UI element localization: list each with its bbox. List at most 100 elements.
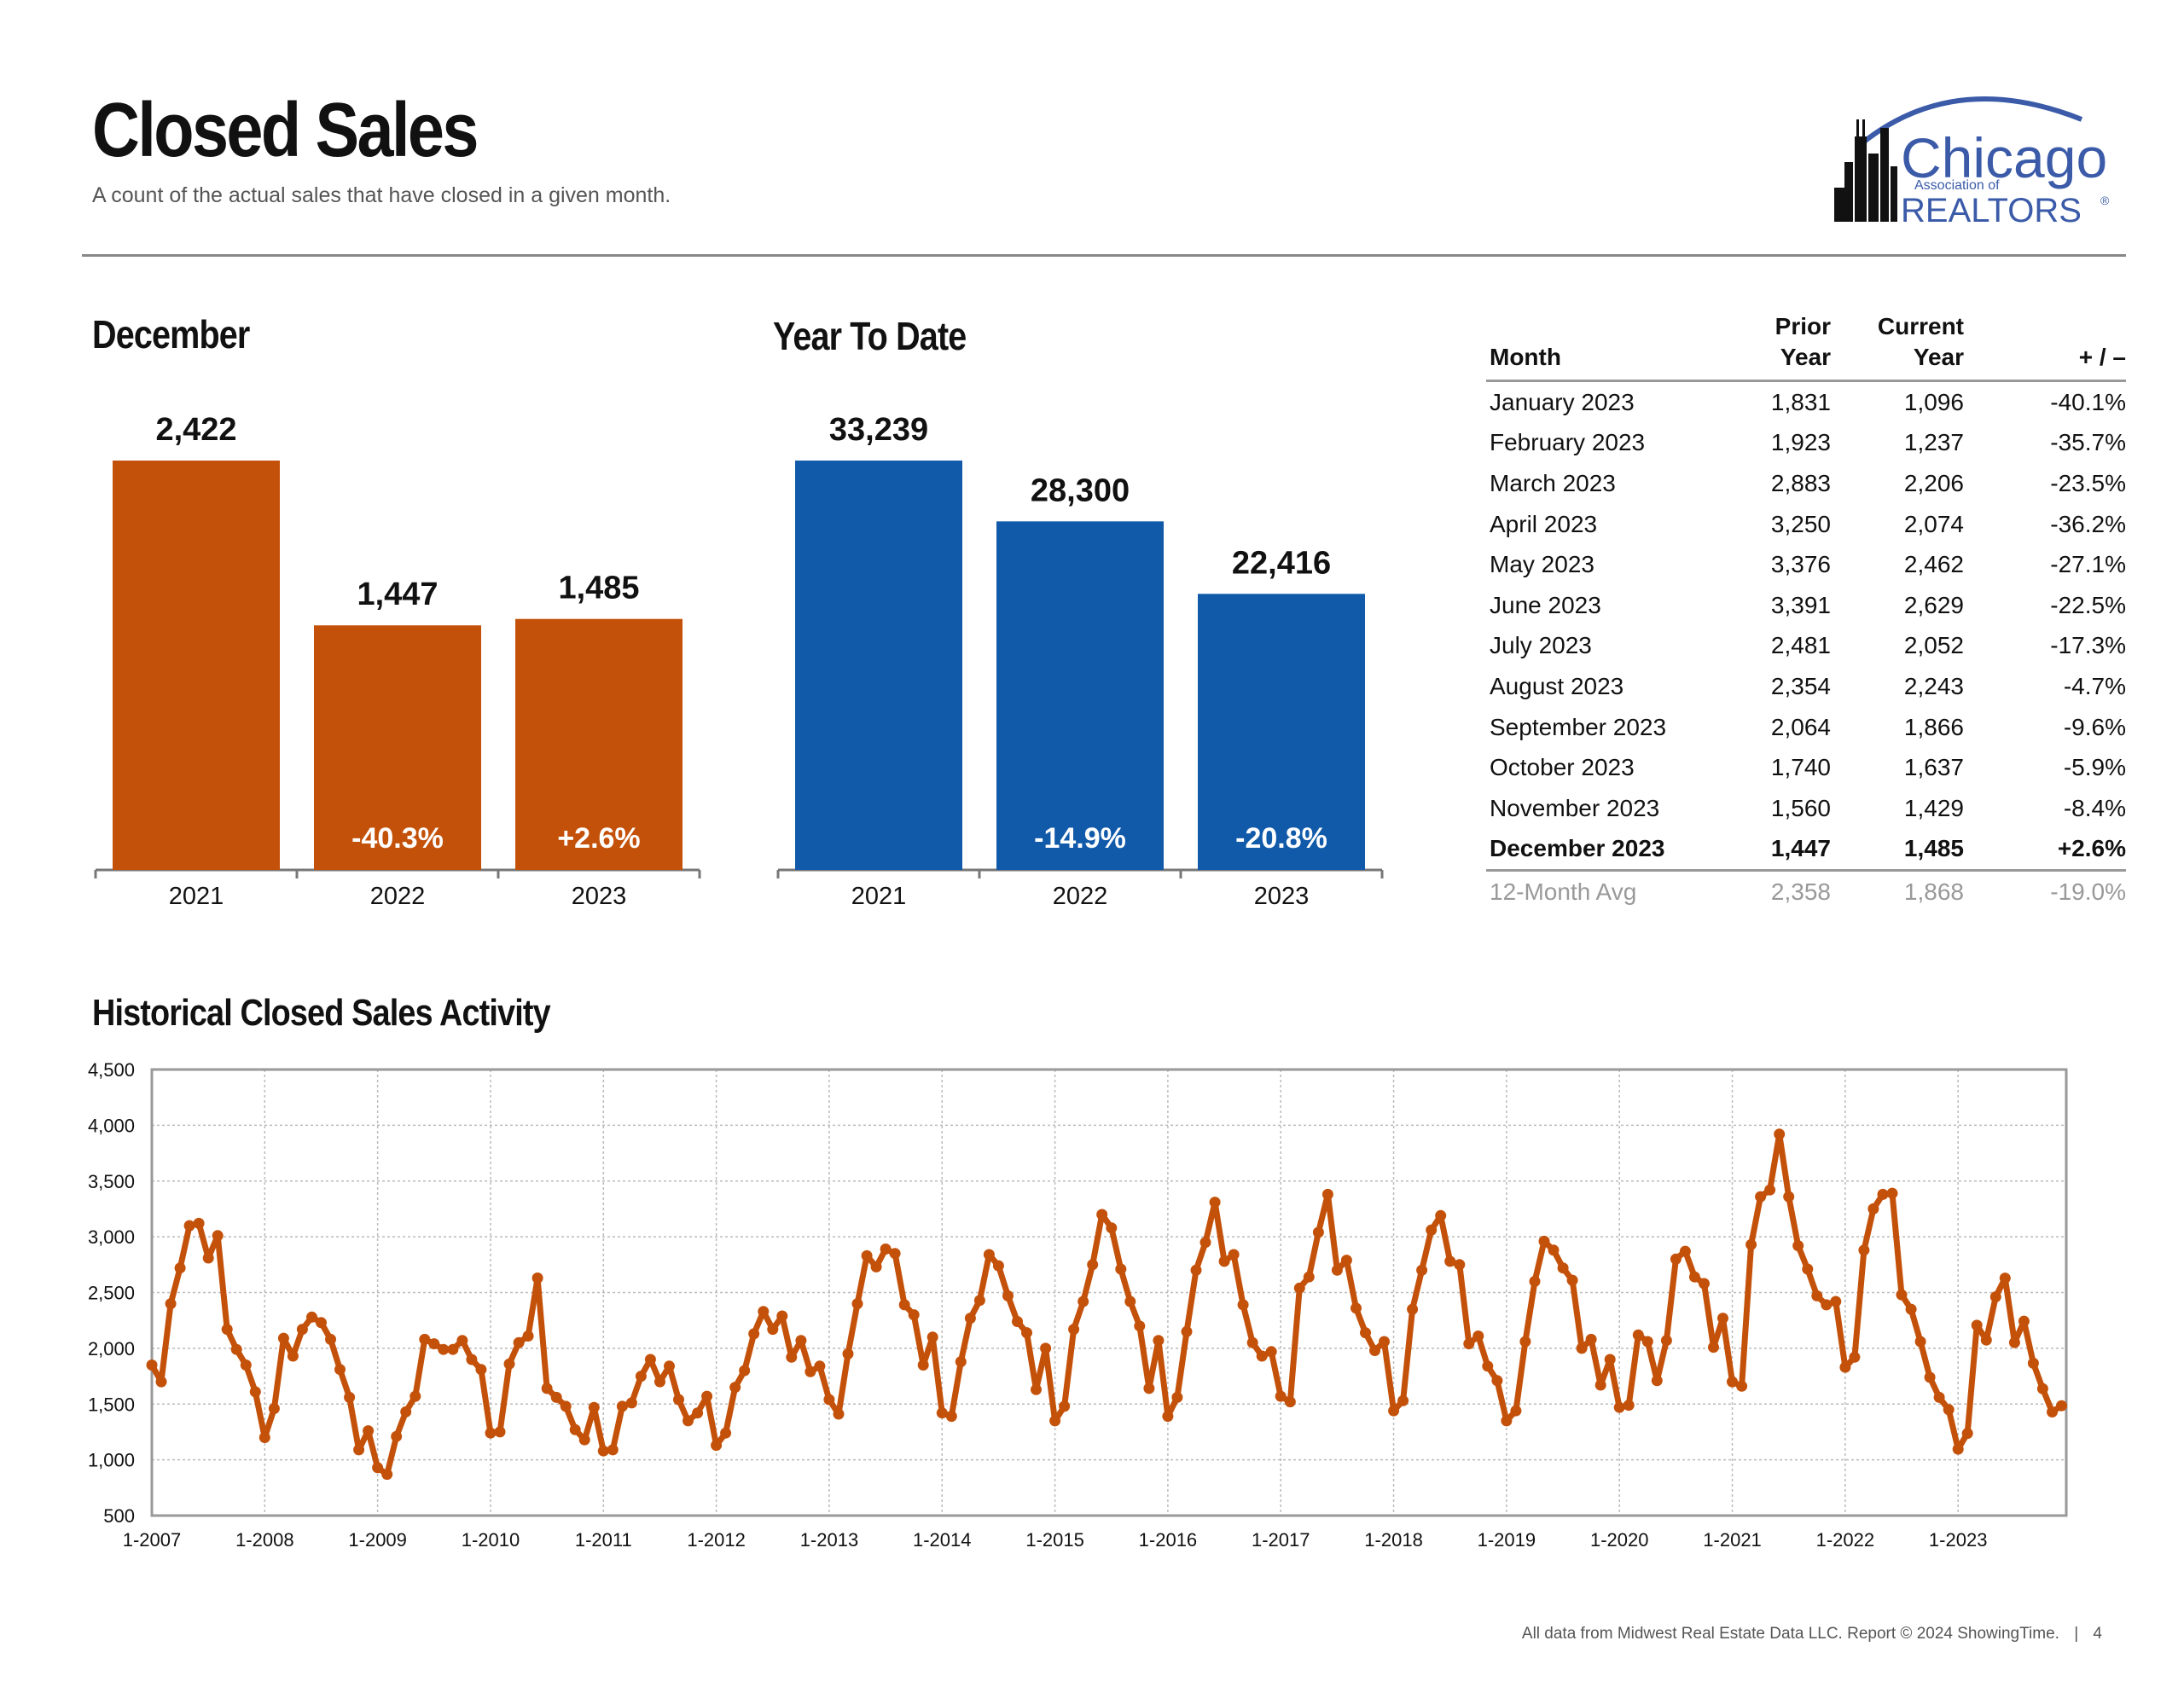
data-point [456, 1335, 468, 1347]
data-point [578, 1434, 590, 1446]
data-point [673, 1394, 684, 1406]
y-tick-label: 1,500 [88, 1394, 135, 1415]
data-point [1604, 1354, 1616, 1365]
data-point [1340, 1255, 1352, 1267]
bar [314, 625, 481, 870]
data-point [1407, 1303, 1419, 1315]
cell-month: 12-Month Avg [1490, 878, 1637, 905]
data-point [1745, 1238, 1757, 1250]
data-point [1980, 1334, 1992, 1346]
cell-change: +2.6% [1964, 828, 2126, 872]
data-point [1124, 1296, 1136, 1307]
data-point [880, 1244, 892, 1255]
cell-prior: 1,447 [1711, 828, 1831, 872]
table-row: March 2023 2,883 2,206 -23.5% [1486, 463, 2126, 504]
data-point [1463, 1338, 1475, 1350]
footer-separator: | [2074, 1625, 2079, 1643]
data-point [1914, 1336, 1926, 1348]
ytd-title: Year To Date [773, 314, 967, 358]
cell-prior: 3,391 [1770, 591, 1831, 618]
data-point [1115, 1263, 1127, 1275]
data-point [1031, 1383, 1042, 1395]
cell-change: -27.1% [2050, 551, 2126, 578]
cell-change: -23.5% [2050, 469, 2126, 496]
logo-line3: REALTORS [1901, 192, 2082, 229]
data-point [973, 1295, 985, 1307]
page-subtitle: A count of the actual sales that have cl… [92, 183, 671, 207]
table-header-row: Month Prior Year Current Year + / – [1486, 311, 2126, 381]
data-point [597, 1445, 609, 1457]
footer-source: All data from Midwest Real Estate Data L… [1521, 1625, 2059, 1643]
data-point [870, 1261, 882, 1272]
data-point [1444, 1255, 1456, 1267]
data-point [1613, 1401, 1625, 1413]
x-tick-label: 1-2009 [348, 1529, 407, 1551]
cell-prior: 2,354 [1770, 672, 1831, 699]
table-row: February 2023 1,923 1,237 -35.7% [1486, 423, 2126, 464]
data-point [1529, 1275, 1541, 1287]
data-point [945, 1411, 957, 1423]
data-point [344, 1391, 356, 1403]
data-point [1830, 1296, 1842, 1307]
data-point [400, 1406, 412, 1417]
x-tick-label: 1-2023 [1929, 1529, 1988, 1551]
data-point [1482, 1360, 1494, 1372]
data-point [2008, 1336, 2020, 1348]
cell-current: 1,096 [1903, 388, 1964, 415]
data-point [249, 1386, 261, 1398]
x-tick-label: 1-2021 [1703, 1529, 1762, 1551]
data-point [1256, 1350, 1268, 1362]
data-point [1660, 1335, 1672, 1347]
data-point [1040, 1342, 1052, 1354]
data-point [1755, 1191, 1767, 1203]
data-point [334, 1364, 346, 1376]
logo-line2: Association of [1914, 178, 2000, 193]
cell-prior: 1,831 [1770, 388, 1831, 415]
cell-prior: 2,883 [1770, 469, 1831, 496]
x-tick-label: 1-2020 [1590, 1529, 1649, 1551]
data-point [814, 1360, 826, 1372]
skyline-icon [1834, 119, 1897, 222]
data-point [419, 1333, 431, 1345]
data-point [1218, 1255, 1230, 1267]
x-tick-label: 1-2018 [1364, 1529, 1423, 1551]
data-point [1971, 1319, 1983, 1331]
table-row: November 2023 1,560 1,429 -8.4% [1486, 788, 2126, 829]
data-point [1774, 1128, 1786, 1140]
table-avg-row: 12-Month Avg 2,358 1,868 -19.0% [1486, 871, 2126, 913]
data-point [1491, 1375, 1503, 1387]
bar-change-label: -40.3% [351, 822, 444, 855]
cell-prior: 1,923 [1770, 429, 1831, 456]
data-point [193, 1217, 205, 1229]
cell-month: February 2023 [1490, 429, 1646, 456]
data-point [1811, 1290, 1823, 1301]
data-point [1190, 1264, 1202, 1276]
data-point [1397, 1394, 1409, 1406]
y-tick-label: 500 [103, 1505, 135, 1527]
data-point [353, 1444, 365, 1456]
data-point [748, 1328, 760, 1340]
data-point [1858, 1244, 1870, 1256]
data-point [230, 1343, 242, 1355]
data-point [438, 1343, 450, 1355]
data-point [842, 1348, 854, 1359]
bar-value-label: 1,447 [357, 577, 438, 612]
bar-value-label: 22,416 [1232, 545, 1331, 581]
cell-current: 1,485 [1831, 828, 1964, 872]
cell-current: 2,052 [1903, 632, 1964, 659]
logo-name: Chicago [1901, 126, 2107, 189]
data-point [1265, 1346, 1277, 1358]
data-point [485, 1427, 497, 1439]
cell-current: 2,243 [1903, 672, 1964, 699]
data-point [174, 1262, 186, 1274]
cell-current: 2,629 [1903, 591, 1964, 618]
x-tick-label: 1-2012 [687, 1529, 746, 1551]
data-point [296, 1324, 308, 1336]
data-point [1557, 1262, 1569, 1274]
cell-prior: 2,481 [1770, 632, 1831, 659]
data-point [277, 1332, 289, 1344]
data-point [1783, 1191, 1795, 1203]
data-point [616, 1400, 628, 1412]
data-point [635, 1371, 647, 1383]
col-header-current: Current Year [1831, 311, 1964, 381]
